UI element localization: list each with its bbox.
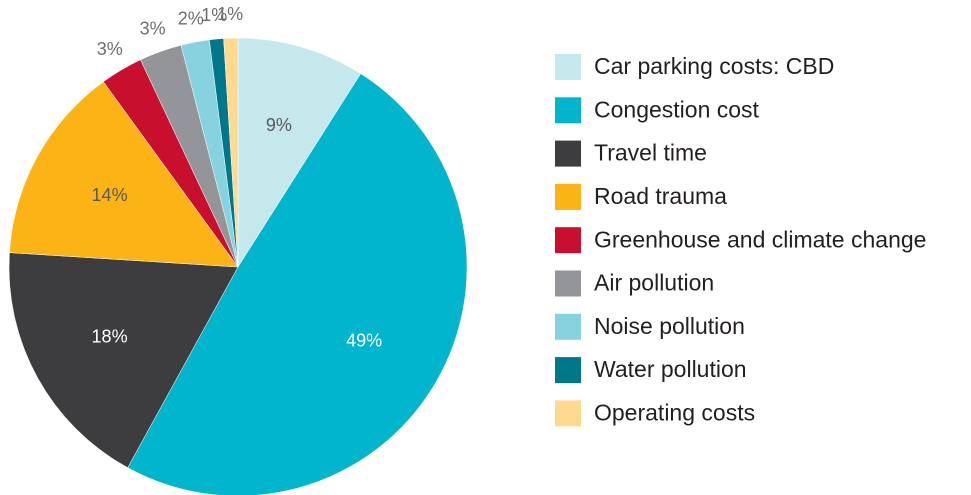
slice-label: 3%: [140, 19, 166, 39]
legend-swatch: [555, 183, 581, 210]
legend-swatch: [555, 227, 581, 254]
pie-slice: [8, 252, 239, 469]
legend-label: Operating costs: [594, 399, 755, 425]
slice-label: 2%: [178, 8, 204, 28]
legend-label: Travel time: [594, 140, 707, 166]
legend-label: Road trauma: [594, 183, 727, 209]
slice-label: 14%: [92, 185, 128, 205]
legend-swatch: [555, 400, 581, 427]
legend-label: Water pollution: [594, 356, 747, 382]
legend-swatch: [555, 54, 581, 80]
legend-swatch: [555, 313, 581, 340]
legend-swatch: [555, 357, 581, 384]
slice-label: 1%: [217, 4, 243, 24]
legend-label: Congestion cost: [594, 96, 760, 122]
pie-slice: [9, 81, 239, 268]
slice-label: 9%: [266, 115, 292, 135]
slice-label: 18%: [92, 326, 128, 346]
legend-swatch: [555, 140, 581, 167]
legend-swatch: [555, 270, 581, 297]
pie-slice: [127, 73, 468, 495]
legend-label: Greenhouse and climate change: [594, 226, 926, 252]
legend-label: Air pollution: [594, 270, 714, 296]
legend-label: Car parking costs: CBD: [594, 53, 834, 79]
legend-swatch: [555, 97, 581, 124]
slice-label: 3%: [97, 39, 123, 59]
slice-label: 1%: [201, 5, 227, 25]
legend-label: Noise pollution: [594, 313, 745, 339]
pie-slice: [223, 37, 239, 268]
pie-slice: [237, 37, 362, 268]
slice-label: 49%: [346, 330, 382, 350]
